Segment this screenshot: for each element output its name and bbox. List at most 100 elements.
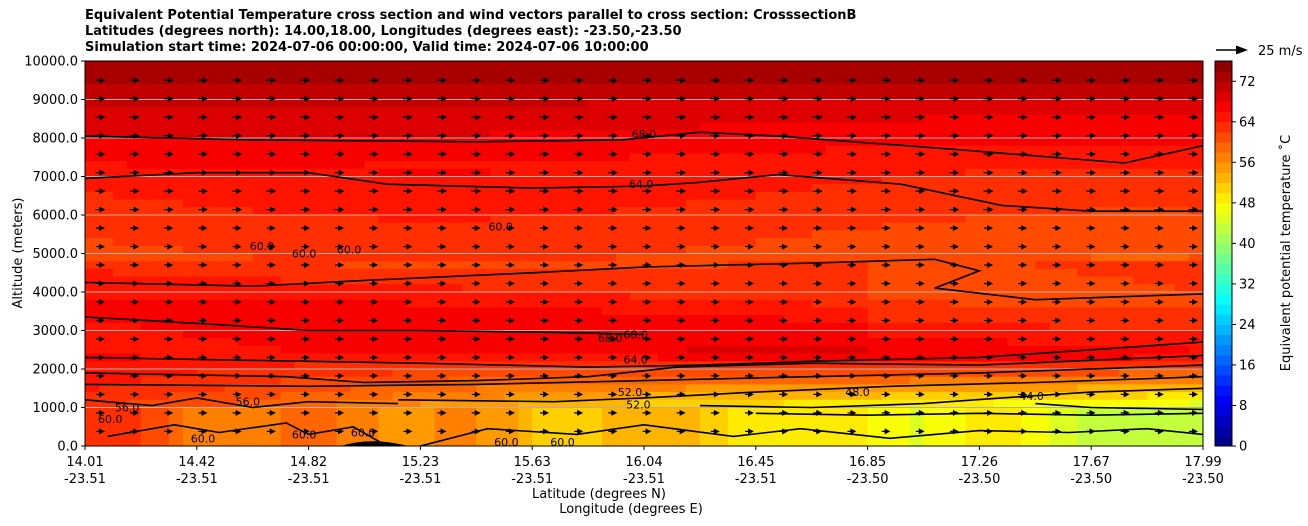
field-cell	[85, 245, 100, 255]
field-cell	[308, 422, 324, 432]
field-cell	[1161, 392, 1176, 401]
field-cell	[895, 276, 911, 285]
field-cell	[993, 376, 1008, 385]
field-cell	[727, 422, 743, 432]
field-cell	[685, 114, 701, 124]
field-cell	[308, 415, 324, 424]
wind-arrow	[266, 206, 277, 213]
field-cell	[126, 245, 142, 255]
field-cell	[140, 422, 156, 432]
wind-arrow	[607, 188, 618, 195]
field-cell	[168, 399, 184, 409]
field-cell	[713, 392, 729, 401]
field-cell	[839, 415, 855, 424]
field-cell	[560, 222, 575, 231]
field-cell	[616, 184, 631, 193]
field-cell	[532, 392, 547, 401]
wind-arrow	[232, 188, 243, 195]
field-cell	[825, 161, 841, 170]
field-cell	[266, 299, 282, 308]
wind-arrow	[368, 188, 379, 195]
field-cell	[546, 407, 561, 416]
field-cell	[699, 176, 715, 185]
field-cell	[602, 68, 617, 77]
field-cell	[1021, 338, 1036, 347]
field-cell	[294, 315, 310, 324]
field-cell	[560, 353, 575, 362]
field-cell	[867, 392, 883, 401]
field-cell	[112, 207, 128, 216]
field-cell	[671, 430, 687, 439]
field-cell	[727, 384, 743, 393]
field-cell	[308, 199, 324, 208]
wind-arrow	[130, 243, 140, 250]
field-cell	[98, 122, 114, 131]
field-cell	[364, 191, 380, 201]
field-cell	[1091, 245, 1106, 255]
field-cell	[909, 153, 925, 162]
field-cell	[1021, 222, 1036, 231]
field-cell	[154, 345, 170, 355]
field-cell	[853, 122, 869, 131]
field-cell	[965, 207, 980, 216]
field-cell	[210, 107, 226, 116]
field-cell	[112, 307, 128, 316]
field-cell	[266, 284, 282, 293]
field-cell	[1007, 315, 1022, 324]
field-cell	[657, 307, 673, 316]
wind-arrow	[676, 132, 687, 139]
field-cell	[825, 392, 841, 401]
field-cell	[839, 299, 855, 308]
field-cell	[98, 415, 114, 424]
field-cell	[574, 207, 589, 216]
field-cell	[657, 61, 673, 70]
field-cell	[937, 130, 953, 139]
field-cell	[406, 284, 421, 293]
field-cell	[713, 130, 729, 139]
field-cell	[1189, 438, 1203, 446]
field-cell	[112, 138, 128, 147]
field-cell	[769, 353, 785, 362]
x-tick-label-lat: 15.23	[402, 455, 439, 470]
field-cell	[979, 422, 994, 432]
field-cell	[881, 307, 897, 316]
field-cell	[476, 99, 491, 108]
colorbar-segment	[1215, 314, 1232, 325]
wind-arrow	[676, 335, 686, 342]
field-cell	[853, 161, 869, 170]
wind-arrow	[505, 317, 515, 324]
field-cell	[308, 392, 324, 401]
field-cell	[518, 399, 533, 409]
field-cell	[965, 191, 980, 201]
wind-arrow	[471, 262, 481, 269]
y-tick-label: 3000.0	[33, 324, 79, 339]
field-cell	[532, 68, 547, 77]
field-cell	[769, 315, 785, 324]
field-cell	[644, 430, 659, 439]
field-cell	[825, 376, 841, 385]
field-cell	[937, 392, 953, 401]
field-cell	[196, 299, 212, 308]
field-cell	[1007, 91, 1022, 101]
field-cell	[1175, 99, 1190, 108]
field-cell	[392, 107, 408, 116]
x-tick-label-lon: -23.51	[511, 472, 553, 487]
field-cell	[1189, 184, 1203, 193]
field-cell	[937, 322, 953, 332]
field-cell	[532, 376, 547, 385]
field-cell	[1007, 130, 1022, 139]
field-cell	[1161, 299, 1176, 308]
field-cell	[1175, 68, 1190, 77]
field-cell	[1007, 407, 1022, 416]
field-cell	[1105, 199, 1120, 208]
field-cell	[755, 353, 771, 362]
field-cell	[644, 191, 659, 201]
field-cell	[1189, 276, 1203, 285]
field-cell	[1063, 369, 1078, 378]
wind-arrow	[949, 391, 959, 398]
field-cell	[923, 307, 939, 316]
field-cell	[755, 292, 771, 301]
field-cell	[1119, 107, 1134, 116]
field-cell	[895, 315, 911, 324]
wind-arrow	[1018, 428, 1028, 435]
